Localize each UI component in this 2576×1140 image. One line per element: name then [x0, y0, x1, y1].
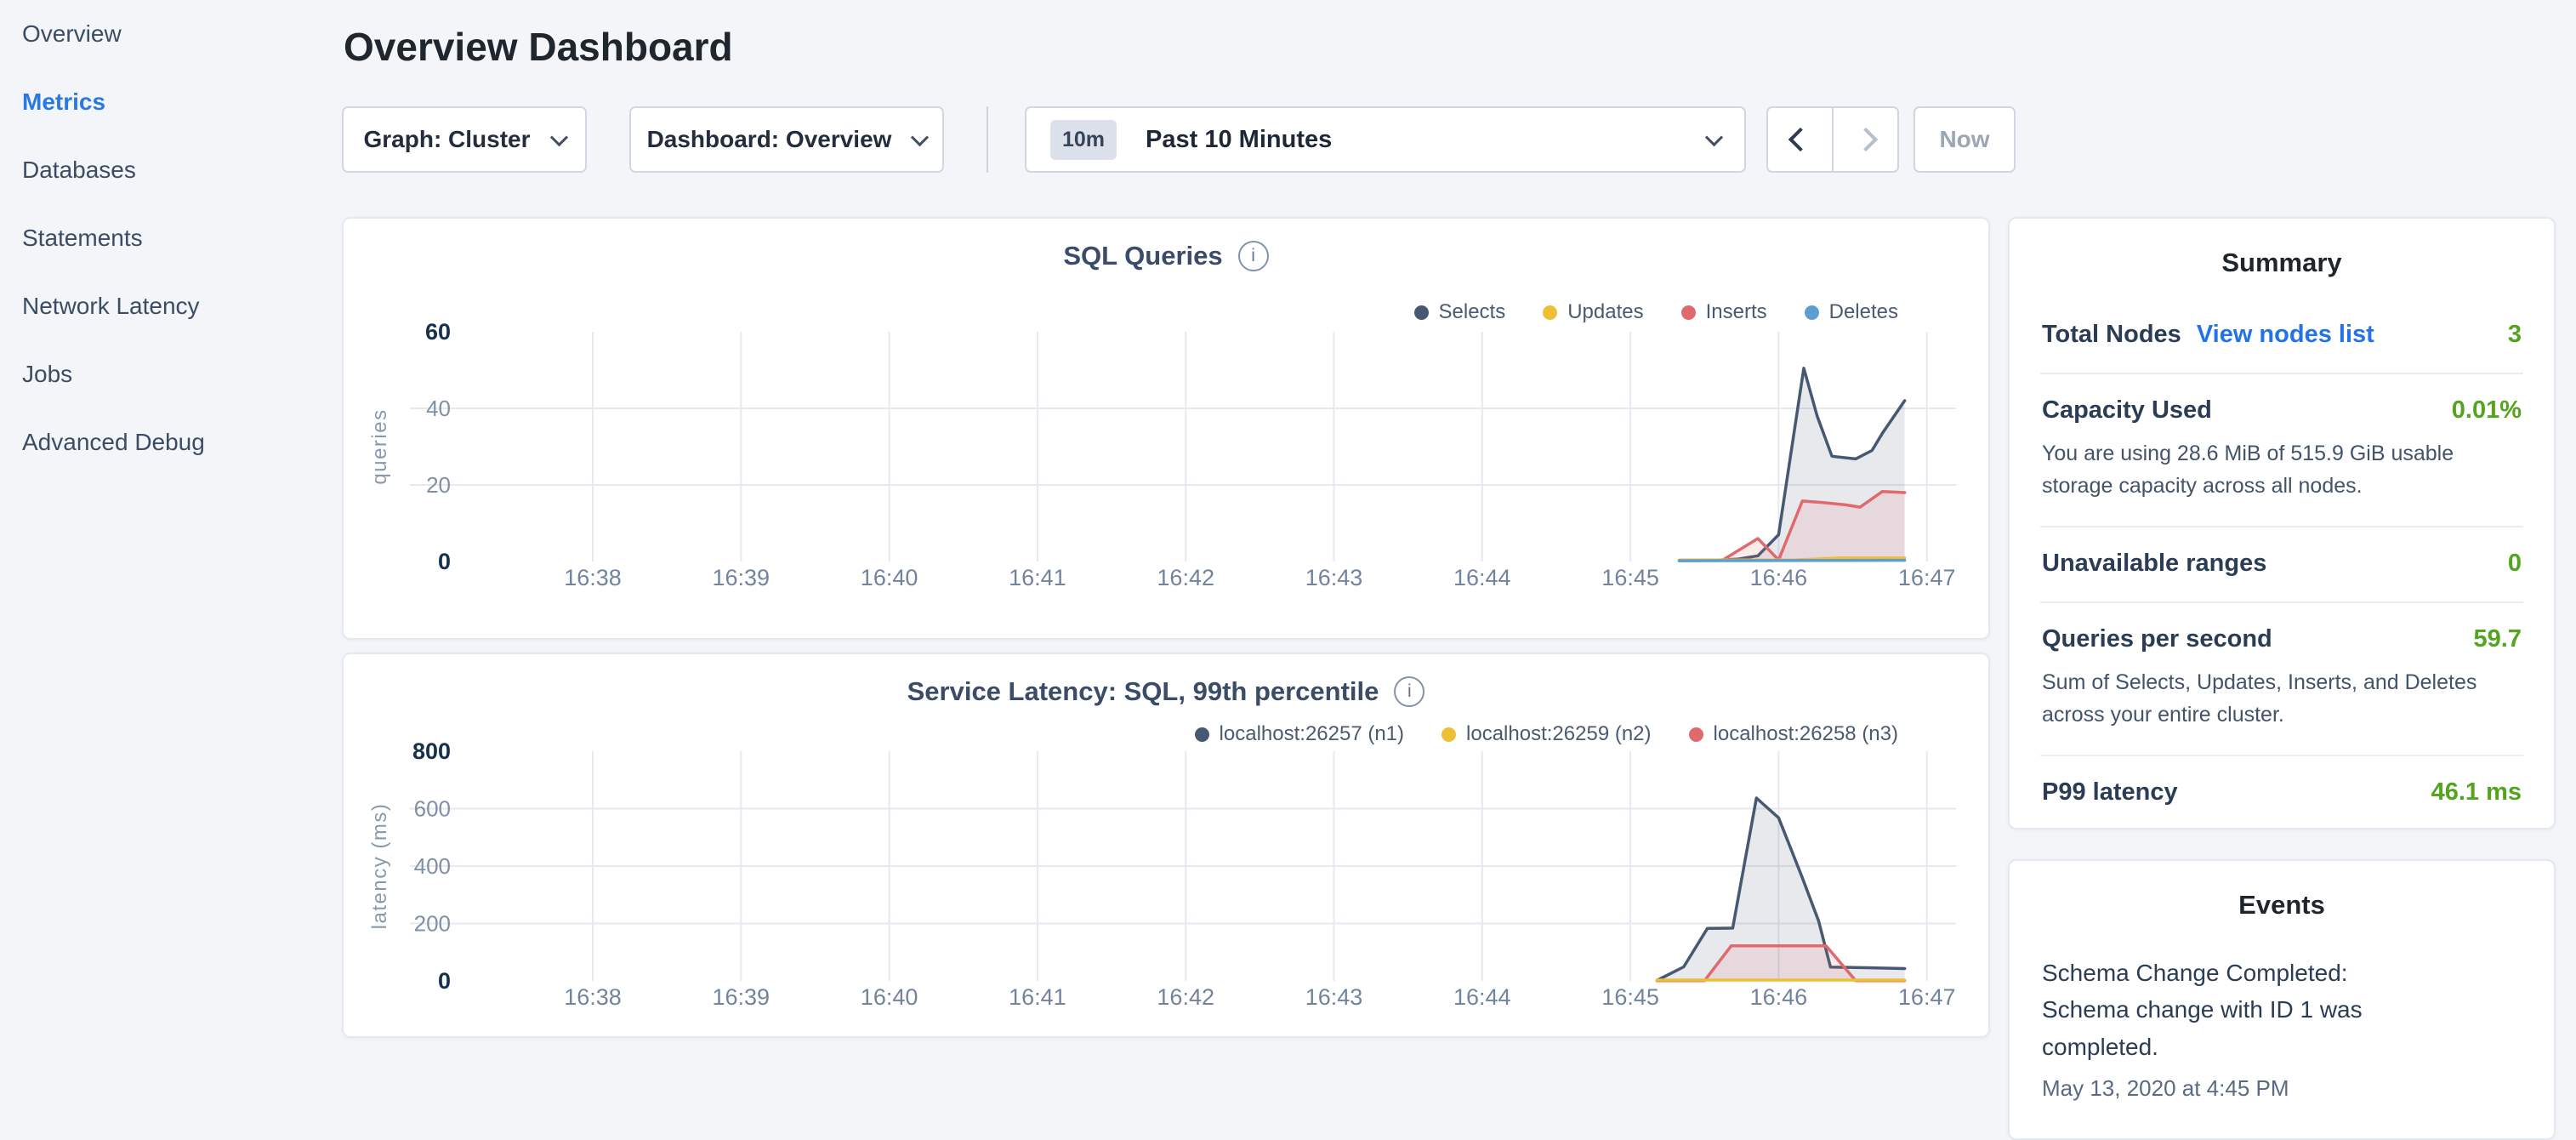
svg-text:16:43: 16:43: [1305, 565, 1363, 590]
summary-value: 0.01%: [2452, 396, 2522, 425]
svg-text:800: 800: [412, 738, 451, 764]
sidebar-item-jobs[interactable]: Jobs: [0, 347, 340, 415]
chart-title: Service Latency: SQL, 99th percentile: [907, 676, 1379, 707]
sql-queries-chart-card: SQL Queries i SelectsUpdatesInsertsDelet…: [342, 217, 1990, 640]
svg-text:16:45: 16:45: [1601, 565, 1659, 590]
dashboard-dropdown-label: Dashboard: Overview: [647, 126, 892, 153]
summary-row-capacity-used: Capacity Used 0.01% You are using 28.6 M…: [2040, 374, 2523, 527]
svg-text:60: 60: [425, 319, 451, 345]
summary-value: 46.1 ms: [2431, 778, 2522, 807]
svg-text:16:38: 16:38: [564, 984, 622, 1010]
summary-label: Total Nodes: [2042, 321, 2181, 349]
summary-title: Summary: [2040, 248, 2523, 278]
summary-label: Capacity Used: [2042, 396, 2212, 425]
summary-label: Queries per second: [2042, 625, 2272, 653]
svg-text:16:44: 16:44: [1453, 565, 1511, 590]
summary-description: You are using 28.6 MiB of 515.9 GiB usab…: [2042, 438, 2522, 502]
events-panel: Events Schema Change Completed: Schema c…: [2008, 859, 2556, 1140]
svg-text:16:40: 16:40: [861, 984, 918, 1010]
sidebar-nav: Overview Metrics Databases Statements Ne…: [0, 0, 340, 483]
chevron-left-icon: [1788, 128, 1811, 151]
svg-text:16:47: 16:47: [1898, 565, 1956, 590]
svg-text:queries: queries: [368, 408, 391, 484]
dashboard-dropdown[interactable]: Dashboard: Overview: [629, 106, 944, 173]
svg-text:0: 0: [438, 968, 451, 994]
service-latency-chart-card: Service Latency: SQL, 99th percentile i …: [342, 653, 1990, 1038]
events-title: Events: [2042, 890, 2522, 921]
info-icon[interactable]: i: [1238, 241, 1269, 271]
sidebar-item-databases[interactable]: Databases: [0, 143, 340, 211]
sql-queries-chart[interactable]: 16:38 16:39 16:40 16:41 16:42 16:43 16:44 16:45…: [367, 316, 1983, 606]
summary-row-unavailable-ranges: Unavailable ranges 0: [2040, 527, 2523, 603]
sidebar-item-statements[interactable]: Statements: [0, 211, 340, 279]
svg-text:16:44: 16:44: [1453, 984, 1511, 1010]
time-range-select[interactable]: 10m Past 10 Minutes: [1025, 106, 1746, 173]
chevron-right-icon: [1853, 128, 1877, 151]
svg-text:16:42: 16:42: [1157, 565, 1214, 590]
summary-value: 59.7: [2474, 625, 2522, 653]
svg-text:16:41: 16:41: [1009, 565, 1066, 590]
summary-row-queries-per-second: Queries per second 59.7 Sum of Selects, …: [2040, 603, 2523, 756]
sidebar-item-advanced-debug[interactable]: Advanced Debug: [0, 415, 340, 483]
view-nodes-list-link[interactable]: View nodes list: [2197, 321, 2374, 349]
svg-text:16:40: 16:40: [861, 565, 918, 590]
svg-text:20: 20: [426, 472, 451, 498]
svg-text:16:43: 16:43: [1305, 984, 1363, 1010]
summary-label: Unavailable ranges: [2042, 550, 2266, 578]
svg-text:0: 0: [438, 549, 451, 574]
chevron-down-icon: [1705, 128, 1723, 146]
chart-title: SQL Queries: [1063, 241, 1222, 271]
toolbar-divider: [987, 106, 988, 173]
summary-row-total-nodes: Total Nodes View nodes list 3: [2040, 299, 2523, 374]
sidebar: Overview Metrics Databases Statements Ne…: [0, 0, 340, 1052]
time-back-button[interactable]: [1768, 108, 1832, 171]
summary-row-p99-latency: P99 latency 46.1 ms: [2040, 756, 2523, 830]
time-range-pager: [1766, 106, 1899, 173]
now-button[interactable]: Now: [1914, 106, 2016, 173]
summary-value: 0: [2508, 550, 2522, 578]
time-window-label: Past 10 Minutes: [1146, 126, 1708, 154]
svg-text:16:38: 16:38: [564, 565, 622, 590]
summary-panel: Summary Total Nodes View nodes list 3 Ca…: [2008, 217, 2556, 829]
svg-text:400: 400: [414, 853, 451, 879]
page-title: Overview Dashboard: [344, 24, 733, 70]
svg-text:200: 200: [414, 911, 451, 937]
svg-text:16:39: 16:39: [713, 984, 771, 1010]
svg-text:16:42: 16:42: [1157, 984, 1214, 1010]
svg-text:latency (ms): latency (ms): [368, 803, 391, 930]
time-forward-button[interactable]: [1832, 108, 1897, 171]
summary-value: 3: [2508, 321, 2522, 349]
svg-text:16:46: 16:46: [1750, 984, 1808, 1010]
graph-scope-dropdown[interactable]: Graph: Cluster: [342, 106, 587, 173]
chevron-down-icon: [549, 128, 567, 146]
event-timestamp: May 13, 2020 at 4:45 PM: [2042, 1075, 2522, 1102]
summary-description: Sum of Selects, Updates, Inserts, and De…: [2042, 667, 2522, 731]
svg-text:16:45: 16:45: [1601, 984, 1659, 1010]
event-message[interactable]: Schema Change Completed: Schema change w…: [2042, 955, 2442, 1065]
sidebar-item-overview[interactable]: Overview: [0, 7, 340, 75]
service-latency-chart[interactable]: 16:38 16:39 16:40 16:41 16:42 16:43 16:44 16:45…: [367, 738, 1983, 1018]
time-window-badge: 10m: [1050, 120, 1117, 160]
svg-text:40: 40: [426, 396, 451, 421]
summary-label: P99 latency: [2042, 778, 2178, 807]
svg-text:16:47: 16:47: [1898, 984, 1956, 1010]
chevron-down-icon: [911, 128, 929, 146]
graph-scope-dropdown-label: Graph: Cluster: [363, 126, 530, 153]
info-icon[interactable]: i: [1394, 676, 1424, 707]
svg-text:16:39: 16:39: [713, 565, 771, 590]
svg-text:16:46: 16:46: [1750, 565, 1808, 590]
sidebar-item-metrics[interactable]: Metrics: [0, 75, 340, 143]
svg-text:600: 600: [414, 796, 451, 822]
sidebar-item-network-latency[interactable]: Network Latency: [0, 279, 340, 347]
svg-text:16:41: 16:41: [1009, 984, 1066, 1010]
